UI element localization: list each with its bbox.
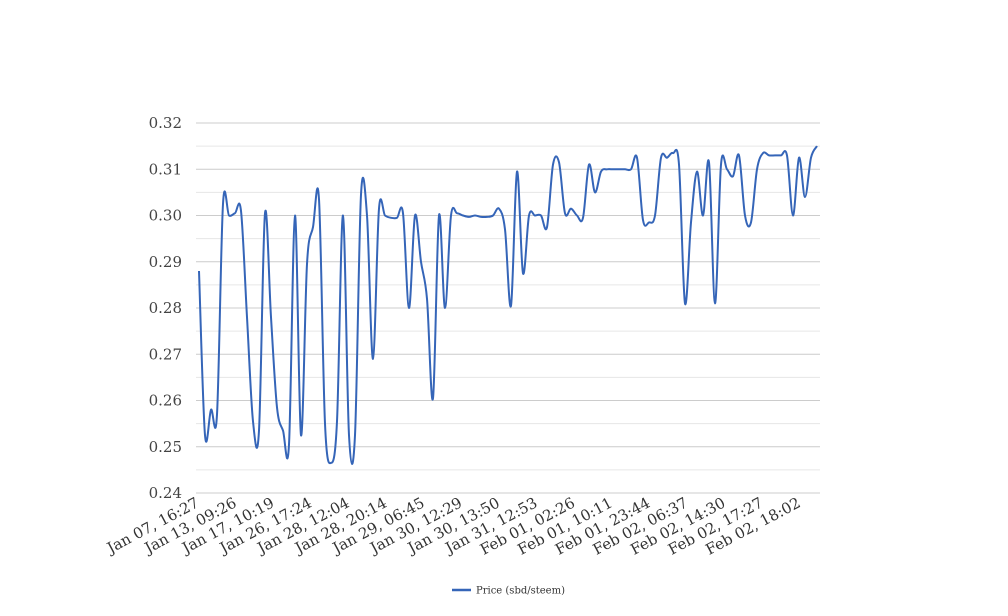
y-tick-label: 0.29 xyxy=(149,253,182,271)
legend-label: Price (sbd/steem) xyxy=(476,586,565,597)
y-tick-label: 0.31 xyxy=(149,160,182,178)
y-tick-label: 0.24 xyxy=(149,484,182,502)
y-tick-label: 0.25 xyxy=(149,438,182,456)
y-axis: 0.24 0.25 0.26 0.27 0.28 0.29 0.30 0.31 0.32 xyxy=(149,114,182,502)
y-tick-label: 0.27 xyxy=(149,345,182,363)
series-line-price xyxy=(198,145,818,465)
y-tick-label: 0.32 xyxy=(149,114,182,132)
y-tick-label: 0.26 xyxy=(149,392,182,410)
series-layer xyxy=(198,145,818,465)
y-tick-label: 0.28 xyxy=(149,299,182,317)
y-tick-label: 0.30 xyxy=(149,207,182,225)
legend: Price (sbd/steem) xyxy=(452,586,565,597)
